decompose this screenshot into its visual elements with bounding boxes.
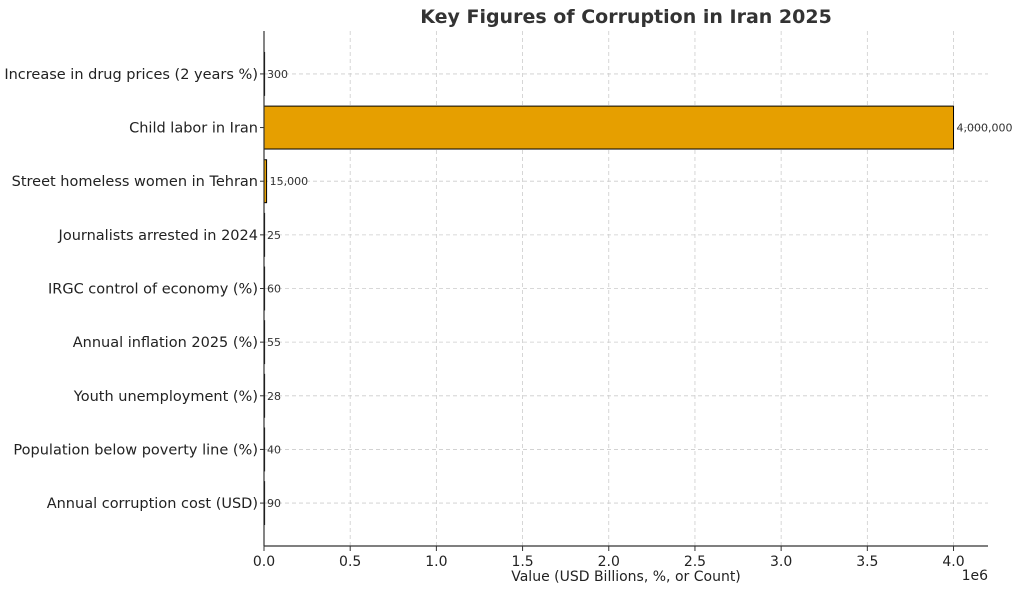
bar-value-label: 28 — [267, 390, 281, 403]
chart-title: Key Figures of Corruption in Iran 2025 — [420, 6, 832, 28]
bar-value-label: 4,000,000 — [957, 122, 1013, 135]
x-tick-label: 0.0 — [253, 554, 275, 570]
bar-value-label: 55 — [267, 336, 281, 349]
x-tick-label: 2.0 — [598, 554, 620, 570]
y-tick-label: Journalists arrested in 2024 — [58, 228, 258, 244]
value-labels: 90 40 28 55 60 25 15,000 4,000,000 300 — [267, 68, 1013, 510]
bar-value-label: 40 — [267, 443, 281, 456]
x-tick-label: 1.0 — [425, 554, 447, 570]
x-tick-labels: 0.0 0.5 1.0 1.5 2.0 2.5 3.0 3.5 4.0 — [253, 554, 965, 570]
y-tick-label: Street homeless women in Tehran — [12, 174, 258, 190]
x-tick-label: 3.5 — [856, 554, 878, 570]
y-tick-label: Increase in drug prices (2 years %) — [4, 67, 258, 83]
y-tick-labels: Annual corruption cost (USD) Population b… — [4, 67, 258, 512]
bars — [263, 51, 955, 526]
x-tick-label: 2.5 — [684, 554, 706, 570]
x-tick-label: 3.0 — [770, 554, 792, 570]
x-tick-label: 0.5 — [339, 554, 361, 570]
x-axis-scale-note: 1e6 — [962, 568, 989, 584]
x-tick-label: 1.5 — [511, 554, 533, 570]
y-tick-label: IRGC control of economy (%) — [48, 282, 258, 298]
x-axis-label: Value (USD Billions, %, or Count) — [511, 569, 741, 585]
x-tick-label: 4.0 — [942, 554, 964, 570]
bar-value-label: 60 — [267, 283, 281, 296]
bar-value-label: 15,000 — [270, 175, 309, 188]
bar-value-label: 90 — [267, 497, 281, 510]
y-tick-label: Annual inflation 2025 (%) — [73, 335, 258, 351]
axes — [260, 31, 988, 551]
y-tick-label: Annual corruption cost (USD) — [47, 496, 258, 512]
y-tick-label: Child labor in Iran — [129, 121, 258, 137]
bar-value-label: 300 — [267, 68, 288, 81]
y-tick-label: Population below poverty line (%) — [13, 442, 258, 458]
y-tick-label: Youth unemployment (%) — [73, 389, 258, 405]
bar — [263, 105, 955, 150]
bar-value-label: 25 — [267, 229, 281, 242]
